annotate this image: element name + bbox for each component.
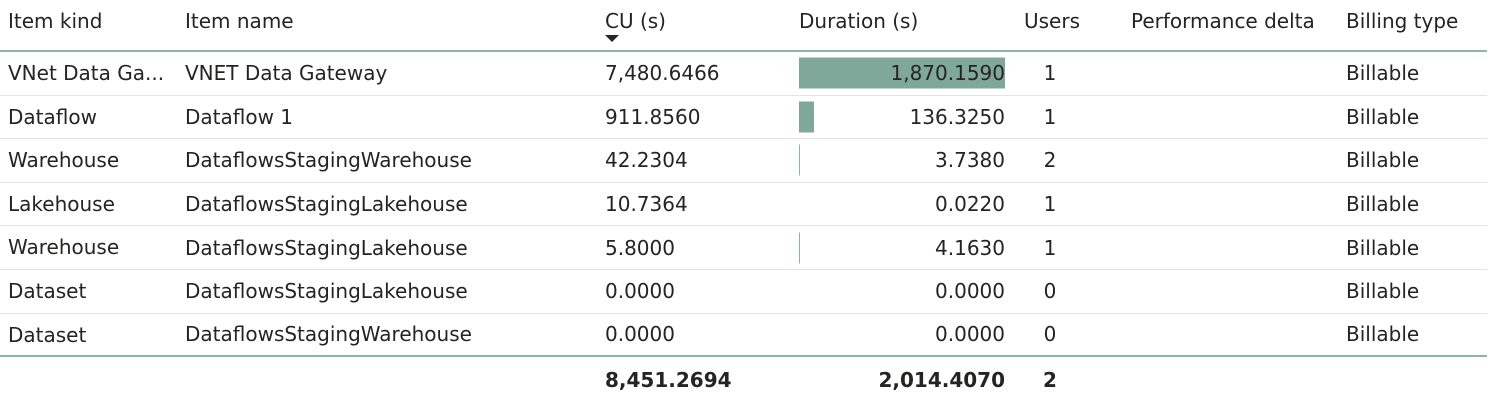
cell-duration: 0.0220 — [935, 192, 1005, 217]
cell-item-name: VNET Data Gateway — [185, 61, 388, 86]
cell-cu: 5.8000 — [605, 235, 675, 260]
cell-item-name: DataflowsStagingLakehouse — [185, 235, 468, 260]
duration-data-bar — [799, 57, 1005, 89]
table-row[interactable]: Dataset DataflowsStagingWarehouse 0.0000… — [0, 314, 1487, 358]
cell-cu: 7,480.6466 — [605, 61, 720, 86]
cell-item-kind: Lakehouse — [8, 191, 115, 216]
cell-users: 2 — [1043, 148, 1057, 173]
cell-item-kind: Dataset — [8, 322, 87, 347]
cell-performance-delta — [1131, 183, 1321, 226]
cell-item-kind: Dataset — [8, 278, 87, 303]
cell-item-kind: VNet Data Ga... — [8, 61, 165, 85]
table-row[interactable]: Warehouse DataflowsStagingWarehouse 42.2… — [0, 139, 1487, 183]
cell-item-kind: Warehouse — [8, 235, 120, 260]
cell-cu: 911.8560 — [605, 104, 701, 129]
cell-users: 0 — [1043, 279, 1057, 304]
cell-duration: 0.0000 — [935, 322, 1005, 347]
cell-users: 0 — [1043, 322, 1057, 347]
duration-data-bar — [799, 144, 800, 176]
cell-billing-type: Billable — [1346, 192, 1420, 217]
cell-billing-type: Billable — [1346, 322, 1420, 347]
cell-duration: 136.3250 — [909, 104, 1005, 129]
header-billing-type[interactable]: Billing type — [1346, 9, 1459, 33]
totals-row: 8,451.2694 2,014.4070 2 — [0, 357, 1487, 402]
table-header: Item kind Item name CU (s) Duration (s) … — [0, 0, 1487, 52]
header-duration[interactable]: Duration (s) — [799, 9, 919, 33]
cell-cu: 0.0000 — [605, 322, 675, 347]
cell-billing-type: Billable — [1346, 61, 1420, 86]
cell-performance-delta — [1131, 139, 1321, 182]
cell-cu: 10.7364 — [605, 192, 688, 217]
cell-duration: 1,870.1590 — [890, 61, 1005, 86]
cell-item-kind: Dataflow — [8, 104, 97, 129]
cell-performance-delta — [1131, 52, 1321, 95]
header-users[interactable]: Users — [1024, 9, 1081, 33]
cell-duration: 3.7380 — [935, 148, 1005, 173]
table-row[interactable]: VNet Data Ga... VNET Data Gateway 7,480.… — [0, 52, 1487, 96]
table-row[interactable]: Dataset DataflowsStagingLakehouse 0.0000… — [0, 270, 1487, 314]
header-cu[interactable]: CU (s) — [605, 9, 666, 33]
cell-billing-type: Billable — [1346, 148, 1420, 173]
header-item-kind[interactable]: Item kind — [8, 9, 103, 33]
cell-performance-delta — [1131, 96, 1321, 139]
cell-item-name: DataflowsStagingWarehouse — [185, 322, 472, 347]
duration-data-bar — [799, 232, 800, 264]
cell-billing-type: Billable — [1346, 235, 1420, 260]
duration-data-bar — [799, 101, 814, 133]
cell-users: 1 — [1043, 235, 1057, 260]
header-item-name[interactable]: Item name — [185, 9, 294, 33]
cell-billing-type: Billable — [1346, 104, 1420, 129]
cell-duration: 0.0000 — [935, 279, 1005, 304]
table-row[interactable]: Lakehouse DataflowsStagingLakehouse 10.7… — [0, 183, 1487, 227]
cell-item-name: DataflowsStagingLakehouse — [185, 279, 468, 304]
cell-cu: 0.0000 — [605, 279, 675, 304]
cell-item-name: DataflowsStagingLakehouse — [185, 192, 468, 217]
cell-performance-delta — [1131, 314, 1321, 356]
cell-cu: 42.2304 — [605, 148, 688, 173]
total-users: 2 — [1043, 367, 1057, 392]
table-row[interactable]: Dataflow Dataflow 1 911.8560 136.3250 1 … — [0, 96, 1487, 140]
cell-duration: 4.1630 — [935, 235, 1005, 260]
table-row[interactable]: Warehouse DataflowsStagingLakehouse 5.80… — [0, 226, 1487, 270]
cell-performance-delta — [1131, 226, 1321, 269]
cell-item-kind: Warehouse — [8, 148, 120, 173]
total-cu: 8,451.2694 — [605, 367, 732, 392]
total-duration: 2,014.4070 — [878, 367, 1005, 392]
cell-users: 1 — [1043, 104, 1057, 129]
table-body: VNet Data Ga... VNET Data Gateway 7,480.… — [0, 52, 1487, 358]
cell-billing-type: Billable — [1346, 279, 1420, 304]
sort-down-icon — [605, 35, 619, 42]
cell-item-name: DataflowsStagingWarehouse — [185, 148, 472, 173]
cell-item-name: Dataflow 1 — [185, 104, 294, 129]
cell-users: 1 — [1043, 192, 1057, 217]
cell-performance-delta — [1131, 270, 1321, 313]
cell-users: 1 — [1043, 61, 1057, 86]
header-performance-delta[interactable]: Performance delta — [1131, 9, 1315, 33]
